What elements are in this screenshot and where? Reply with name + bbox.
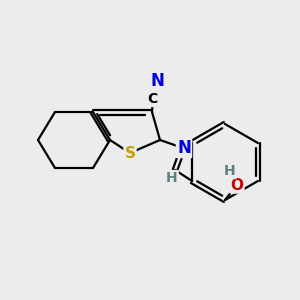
Text: N: N	[177, 139, 191, 157]
Text: H: H	[224, 164, 236, 178]
Text: N: N	[150, 72, 164, 90]
Text: O: O	[230, 178, 244, 193]
Text: S: S	[124, 146, 136, 160]
Text: H: H	[166, 171, 178, 185]
Text: C: C	[147, 92, 157, 106]
